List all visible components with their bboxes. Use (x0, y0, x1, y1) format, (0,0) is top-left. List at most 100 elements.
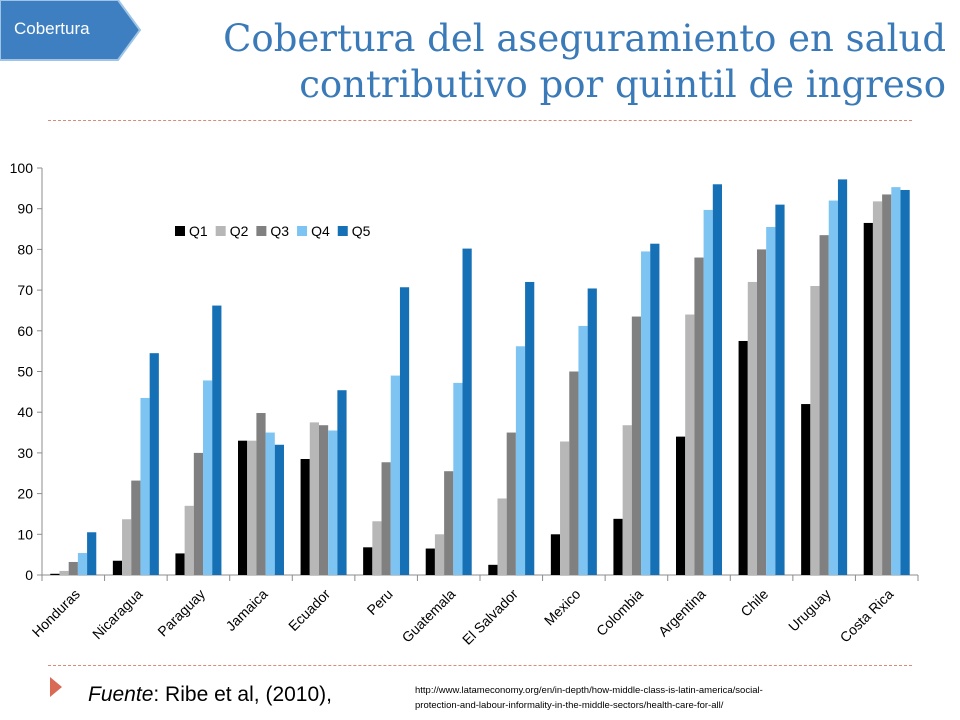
title-line-2: contributivo por quintil de ingreso (299, 63, 946, 106)
y-tick-label: 70 (17, 282, 33, 298)
source-url-line-1: http://www.latameconomy.org/en/in-depth/… (415, 685, 763, 696)
legend-label-q1: Q1 (189, 223, 208, 239)
x-tick-label: Peru (364, 586, 396, 618)
bullet-arrow-icon (50, 677, 62, 697)
title-line-1: Cobertura del aseguramiento en salud (223, 17, 946, 60)
bar-q1 (112, 560, 123, 575)
y-tick-label: 90 (17, 201, 33, 217)
legend-swatch-q3 (256, 226, 267, 236)
bar-q4 (328, 430, 338, 575)
bar-q2 (810, 286, 820, 575)
legend-label-q2: Q2 (230, 223, 249, 239)
source-citation: Fuente: Ribe et al, (2010), (88, 683, 332, 707)
bar-q1 (175, 553, 185, 575)
x-tick-label: Honduras (29, 586, 83, 640)
bar-q2 (184, 505, 194, 575)
bar-q5 (712, 184, 722, 575)
bar-q1 (550, 534, 561, 575)
x-tick-label: Nicaragua (89, 586, 146, 643)
x-tick-label: Uruguay (785, 586, 834, 635)
bar-q2 (622, 425, 632, 575)
x-tick-label: Paraguay (154, 586, 208, 640)
source-url-line-2: protection-and-labour-informality-in-the… (415, 700, 724, 711)
bar-q5 (212, 305, 222, 575)
bar-q4 (515, 346, 526, 575)
bar-q5 (837, 179, 848, 575)
tag-label: Cobertura (14, 19, 90, 38)
bar-q5 (900, 189, 910, 575)
y-tick-label: 10 (17, 526, 33, 542)
bar-q1 (425, 548, 435, 575)
bar-q4 (77, 553, 88, 575)
bar-q2 (122, 519, 132, 575)
bar-q4 (703, 209, 713, 575)
bar-q3 (256, 413, 266, 575)
legend-label-q3: Q3 (270, 223, 289, 239)
bar-q4 (891, 187, 901, 575)
bar-q2 (685, 314, 695, 575)
bar-q5 (149, 353, 159, 575)
bar-q5 (337, 390, 347, 575)
bar-q2 (747, 281, 757, 575)
bar-q5 (650, 243, 660, 575)
bar-q4 (641, 251, 651, 575)
bar-q3 (131, 480, 141, 575)
bar-q3 (318, 425, 329, 575)
legend-swatch-q5 (337, 226, 348, 236)
bar-q2 (872, 201, 883, 575)
bar-q1 (488, 564, 498, 575)
x-tick-label: Mexico (541, 586, 584, 629)
bar-q3 (694, 257, 704, 575)
y-tick-label: 50 (17, 364, 33, 380)
tag-arrow-shape (0, 0, 142, 61)
bar-q4 (453, 382, 463, 575)
bar-q5 (775, 204, 785, 575)
source-url: http://www.latameconomy.org/en/in-depth/… (415, 683, 885, 713)
bar-q1 (300, 459, 310, 575)
x-tick-label: Argentina (655, 586, 709, 640)
bar-q5 (87, 532, 97, 575)
bottom-divider (48, 665, 912, 666)
bar-q3 (819, 235, 829, 575)
bar-q1 (676, 436, 686, 575)
bar-q3 (193, 452, 204, 575)
bar-q3 (569, 371, 579, 575)
bar-q4 (203, 380, 213, 575)
y-tick-label: 100 (10, 160, 34, 176)
x-tick-label: Ecuador (285, 586, 333, 634)
bar-q5 (525, 281, 535, 575)
y-tick-label: 30 (17, 445, 33, 461)
bar-q4 (828, 200, 838, 575)
bar-q3 (631, 316, 642, 575)
legend-swatch-q4 (297, 226, 308, 236)
legend-swatch-q2 (215, 226, 226, 236)
x-tick-label: Jamaica (222, 586, 270, 634)
bar-q5 (587, 288, 597, 575)
bar-q4 (766, 227, 776, 575)
section-tag: Cobertura (0, 0, 148, 62)
bar-q1 (363, 547, 373, 575)
top-divider (48, 120, 912, 121)
bar-q2 (434, 534, 445, 575)
bar-q1 (613, 518, 623, 575)
bar-q4 (578, 325, 588, 575)
bar-q3 (882, 194, 892, 575)
legend-label-q5: Q5 (352, 223, 371, 239)
source-prefix: Fuente (88, 683, 154, 706)
y-tick-label: 40 (17, 404, 33, 420)
x-tick-label: Guatemala (399, 586, 459, 646)
legend-label-q4: Q4 (311, 223, 330, 239)
bar-q3 (506, 432, 516, 575)
bar-q3 (444, 471, 454, 575)
bar-q1 (238, 440, 248, 575)
bar-q2 (59, 570, 69, 575)
bar-q5 (274, 444, 284, 575)
x-tick-label: Chile (737, 586, 771, 620)
y-tick-label: 20 (17, 486, 33, 502)
bar-q3 (68, 561, 78, 575)
x-tick-label: Costa Rica (837, 586, 897, 646)
y-tick-label: 0 (25, 567, 33, 583)
x-tick-label: Colombia (593, 586, 646, 639)
legend-swatch-q1 (175, 226, 185, 236)
